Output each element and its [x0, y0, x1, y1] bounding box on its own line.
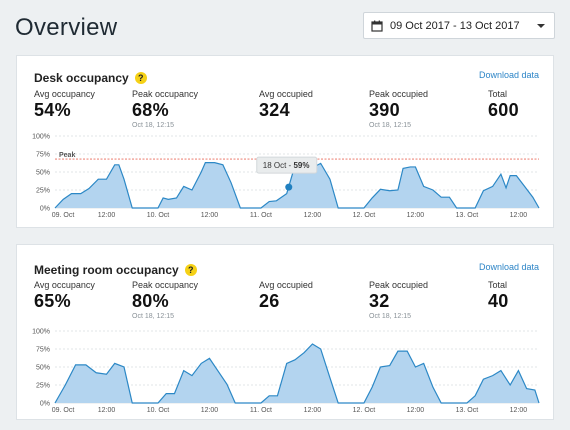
metric-label: Avg occupied [259, 280, 313, 290]
metric-value: 65% [34, 291, 71, 311]
metric-value: 68% [132, 100, 169, 120]
x-tick-label: 12:00 [510, 212, 528, 219]
x-tick-label: 10. Oct [147, 407, 170, 414]
page-title: Overview [15, 14, 118, 41]
metric-peak-occupied: Peak occupied 390 Oct 18, 12:15 [369, 89, 428, 129]
metric-avg-occupancy: Avg occupancy 54% [34, 89, 95, 121]
x-tick-label: 13. Oct [456, 407, 479, 414]
help-icon[interactable]: ? [134, 72, 147, 84]
metric-value: 324 [259, 100, 290, 120]
x-tick-label: 09. Oct [52, 407, 75, 414]
card-title-text: Desk occupancy [34, 71, 129, 85]
metric-total: Total 40 [488, 280, 509, 312]
meeting-room-occupancy-card: Meeting room occupancy ? Download data A… [16, 244, 554, 420]
chevron-down-icon [537, 23, 545, 28]
x-tick-label: 12:00 [201, 407, 219, 414]
metric-label: Total [488, 89, 508, 99]
y-tick-label: 25% [36, 188, 50, 195]
y-tick-label: 25% [36, 383, 50, 390]
series-line [54, 343, 540, 404]
x-tick-label: 12. Oct [353, 212, 376, 219]
metric-value: 600 [488, 100, 519, 120]
metric-avg-occupied: Avg occupied 26 [259, 280, 313, 312]
metric-timestamp: Oct 18, 12:15 [132, 122, 175, 129]
metric-label: Peak occupied [369, 280, 429, 290]
metric-label: Avg occupancy [34, 280, 95, 290]
date-range-value: 09 Oct 2017 - 13 Oct 2017 [390, 19, 520, 32]
y-tick-label: 50% [36, 365, 50, 372]
metric-label: Avg occupied [259, 89, 313, 99]
desk-occupancy-chart: 100% 75% 50% 25% 0%09. Oct 12:00 10. Oct 12:00 1… [32, 134, 540, 219]
x-tick-label: 12:00 [304, 212, 322, 219]
desk-occupancy-card: Desk occupancy ? Download data Avg occup… [16, 55, 554, 228]
x-tick-label: 10. Oct [147, 212, 170, 219]
metric-timestamp: Oct 18, 12:15 [369, 313, 412, 320]
metric-label: Avg occupancy [34, 89, 95, 99]
metric-timestamp: Oct 18, 12:15 [132, 313, 175, 320]
x-tick-label: 09. Oct [52, 212, 75, 219]
help-icon[interactable]: ? [184, 264, 197, 276]
metric-timestamp: Oct 18, 12:15 [369, 122, 412, 129]
calendar-icon [371, 20, 383, 32]
tooltip-text: 18 Oct - 59% [263, 161, 310, 170]
metric-value: 80% [132, 291, 169, 311]
card-title-text: Meeting room occupancy [34, 263, 179, 277]
metric-peak-occupancy: Peak occupancy 80% Oct 18, 12:15 [132, 280, 198, 320]
download-data-link[interactable]: Download data [478, 262, 539, 272]
metric-value: 390 [369, 100, 400, 120]
metric-label: Peak occupancy [132, 89, 199, 99]
metric-total: Total 600 [488, 89, 519, 121]
card-title: Meeting room occupancy ? [34, 263, 197, 277]
download-data-link[interactable]: Download data [478, 70, 539, 80]
series-area [55, 343, 539, 403]
x-tick-label: 13. Oct [456, 212, 479, 219]
metric-avg-occupied: Avg occupied 324 [259, 89, 313, 121]
x-tick-label: 12:00 [407, 212, 425, 219]
metric-value: 54% [34, 100, 71, 120]
tooltip-box [256, 156, 318, 174]
metric-label: Peak occupied [369, 89, 429, 99]
y-tick-label: 50% [36, 170, 50, 177]
x-tick-label: 12:00 [98, 407, 116, 414]
metric-value: 32 [369, 291, 390, 311]
meeting-room-occupancy-chart: 100% 75% 50% 25% 0%09. Oct 12:00 10. Oct 12:00 1… [32, 329, 540, 414]
metric-peak-occupancy: Peak occupancy 68% Oct 18, 12:15 [132, 89, 198, 129]
x-tick-label: 12:00 [304, 407, 322, 414]
y-tick-label: 75% [36, 347, 50, 354]
y-tick-label: 0% [40, 401, 50, 408]
y-tick-label: 100% [32, 329, 50, 336]
peak-label: Peak [59, 152, 75, 159]
metric-peak-occupied: Peak occupied 32 Oct 18, 12:15 [369, 280, 428, 320]
metric-value: 26 [259, 291, 280, 311]
y-tick-label: 75% [36, 152, 50, 159]
card-title: Desk occupancy ? [34, 71, 147, 85]
x-tick-label: 12. Oct [353, 407, 376, 414]
x-tick-label: 11. Oct [250, 212, 272, 219]
date-range-picker[interactable]: 09 Oct 2017 - 13 Oct 2017 [363, 12, 555, 39]
metric-label: Peak occupancy [132, 280, 199, 290]
metric-avg-occupancy: Avg occupancy 65% [34, 280, 95, 312]
chart-tooltip: 18 Oct - 59% [256, 156, 318, 174]
x-tick-label: 12:00 [98, 212, 116, 219]
metric-label: Total [488, 280, 508, 290]
y-tick-label: 0% [40, 206, 50, 213]
x-tick-label: 12:00 [510, 407, 528, 414]
metric-value: 40 [488, 291, 509, 311]
x-tick-label: 12:00 [201, 212, 219, 219]
y-tick-label: 100% [32, 134, 50, 141]
x-tick-label: 11. Oct [250, 407, 272, 414]
hover-marker[interactable] [285, 183, 293, 191]
x-tick-label: 12:00 [407, 407, 425, 414]
